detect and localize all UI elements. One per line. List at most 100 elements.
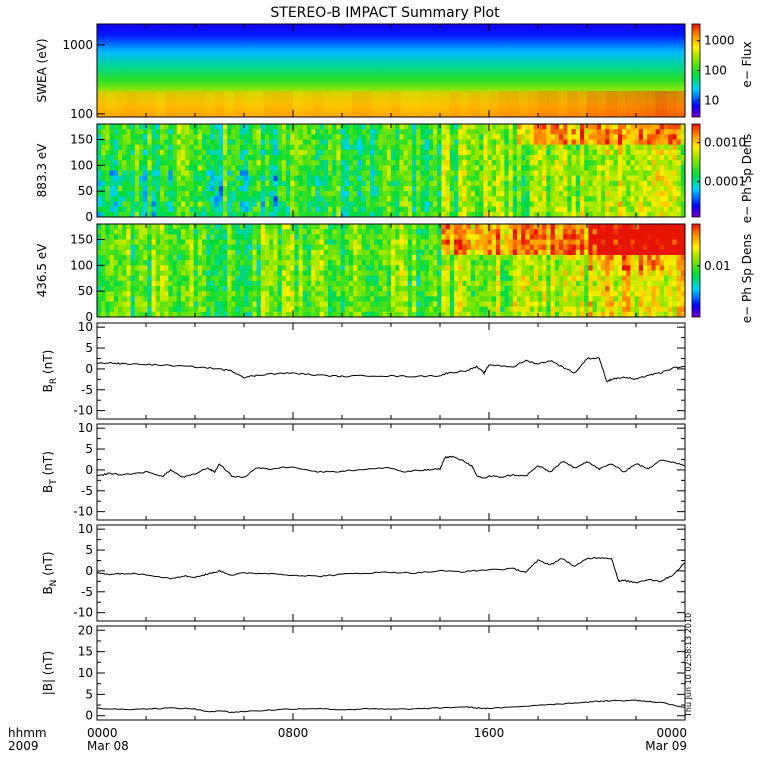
spectrogram-cell: [202, 211, 207, 218]
spectrogram-cell: [475, 206, 480, 213]
spectrogram-cell: [538, 265, 543, 271]
spectrogram-cell: [554, 255, 560, 261]
spectrogram-cell: [613, 139, 619, 146]
spectrogram-cell: [504, 139, 509, 146]
spectrogram-cell: [105, 280, 110, 287]
spectrogram-cell: [508, 260, 514, 266]
spectrogram-cell: [613, 144, 619, 151]
spectrogram-cell: [214, 249, 220, 256]
spectrogram-cell: [134, 134, 140, 140]
spectrogram-cell: [521, 265, 526, 271]
spectrogram-cell: [554, 175, 560, 182]
spectrogram-cell: [617, 275, 623, 282]
spectrogram-cell: [407, 139, 413, 146]
spectrogram-cell: [470, 144, 476, 151]
spectrogram-cell: [542, 249, 547, 256]
spectrogram-cell: [214, 211, 220, 218]
spectrogram-cell: [512, 139, 518, 146]
spectrogram-cell: [567, 244, 572, 251]
spectrogram-cell: [294, 255, 299, 261]
spectrogram-cell: [353, 244, 358, 251]
spectrogram-cell: [554, 139, 560, 146]
spectrogram-cell: [445, 191, 451, 197]
spectrogram-cell: [227, 201, 232, 208]
spectrogram-cell: [462, 160, 467, 166]
spectrogram-cell: [281, 296, 287, 302]
spectrogram-cell: [567, 191, 572, 197]
spectrogram-cell: [643, 149, 648, 156]
spectrogram-cell: [475, 186, 480, 192]
spectrogram-cell: [386, 249, 392, 256]
spectrogram-cell: [361, 311, 367, 318]
spectrogram-cell: [273, 244, 278, 251]
spectrogram-cell: [458, 270, 463, 277]
spectrogram-cell: [588, 149, 593, 156]
spectrogram-cell: [244, 165, 249, 171]
spectrogram-cell: [235, 244, 241, 251]
spectrogram-cell: [412, 244, 417, 251]
spectrogram-cell: [596, 286, 602, 292]
spectrogram-cell: [466, 244, 472, 251]
spectrogram-cell: [407, 280, 413, 287]
spectrogram-cell: [407, 144, 413, 151]
spectrogram-cell: [202, 129, 207, 135]
spectrogram-cell: [118, 311, 123, 318]
spectrogram-cell: [609, 270, 614, 277]
spectrogram-cell: [676, 175, 682, 182]
spectrogram-cell: [622, 265, 627, 271]
spectrogram-cell: [223, 206, 228, 213]
spectrogram-cell: [206, 239, 211, 246]
spectrogram-cell: [189, 175, 194, 182]
spectrogram-cell: [529, 124, 535, 130]
spectrogram-cell: [420, 280, 425, 287]
spectrogram-cell: [307, 206, 312, 213]
spectrogram-cell: [294, 286, 299, 292]
spectrogram-cell: [395, 280, 400, 287]
spectrogram-cell: [139, 291, 144, 297]
spectrogram-cell: [328, 155, 333, 161]
spectrogram-cell: [130, 206, 136, 213]
spectrogram-cell: [134, 155, 140, 161]
spectrogram-cell: [344, 311, 350, 318]
spectrogram-cell: [479, 124, 484, 130]
spectrogram-cell: [319, 180, 325, 187]
spectrogram-cell: [668, 134, 673, 140]
spectrogram-cell: [370, 196, 375, 202]
spectrogram-cell: [269, 234, 274, 240]
spectrogram-cell: [538, 291, 543, 297]
spectrogram-cell: [328, 270, 333, 277]
spectrogram-cell: [374, 291, 379, 297]
spectrogram-cell: [487, 306, 493, 313]
spectrogram-cell: [470, 160, 476, 166]
spectrogram-cell: [252, 211, 257, 218]
spectrogram-cell: [269, 144, 274, 151]
spectrogram-cell: [617, 291, 623, 297]
spectrogram-cell: [235, 249, 241, 256]
spectrogram-cell: [441, 155, 446, 161]
spectrogram-cell: [428, 234, 434, 240]
spectrogram-cell: [596, 270, 602, 277]
spectrogram-cell: [290, 239, 295, 246]
spectrogram-cell: [575, 286, 581, 292]
spectrogram-cell: [454, 234, 459, 240]
spectrogram-cell: [143, 129, 148, 135]
spectrogram-cell: [139, 224, 144, 230]
spectrogram-cell: [223, 234, 228, 240]
spectrogram-cell: [479, 196, 484, 202]
spectrogram-cell: [664, 211, 669, 218]
spectrogram-cell: [307, 155, 312, 161]
spectrogram-cell: [592, 160, 598, 166]
spectrogram-cell: [277, 229, 283, 235]
spectrogram-cell: [601, 186, 606, 192]
spectrogram-cell: [554, 211, 560, 218]
spectrogram-cell: [470, 191, 476, 197]
spectrogram-cell: [143, 229, 148, 235]
spectrogram-cell: [223, 170, 228, 177]
spectrogram-cell: [504, 296, 509, 302]
spectrogram-cell: [483, 196, 488, 202]
spectrogram-cell: [378, 144, 383, 151]
spectrogram-cell: [323, 286, 329, 292]
spectrogram-cell: [155, 155, 161, 161]
spectrogram-cell: [193, 211, 199, 218]
spectrogram-cell: [151, 191, 157, 197]
